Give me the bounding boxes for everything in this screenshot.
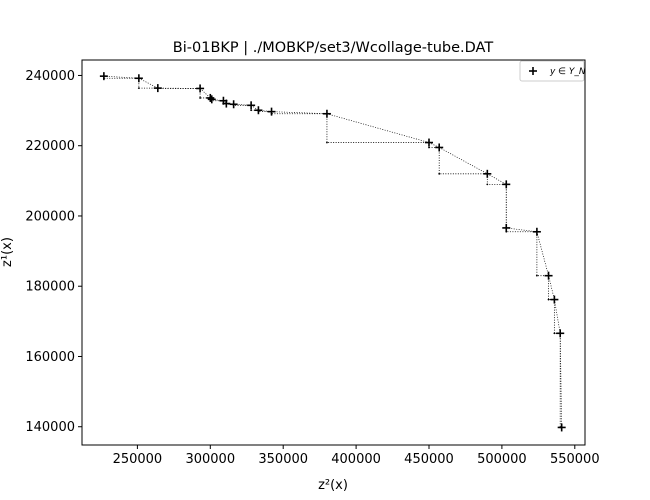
data-point <box>435 143 444 152</box>
corner-point <box>535 274 538 277</box>
x-axis-label: z²(x) <box>318 478 348 493</box>
y-axis: 140000 160000 180000 200000 220000 240000 <box>25 69 82 435</box>
front-segment <box>428 142 440 148</box>
x-tick-label: 350000 <box>258 452 308 467</box>
y-tick-label: 220000 <box>25 139 75 154</box>
y-tick-label: 160000 <box>25 350 75 365</box>
corner-point <box>428 146 430 149</box>
corner-point <box>486 183 489 186</box>
front-segment <box>271 111 327 115</box>
data-point <box>424 138 433 147</box>
axes-frame <box>81 59 586 446</box>
data-point <box>247 101 256 110</box>
data-point <box>134 74 143 83</box>
front-segment <box>439 147 488 175</box>
data-point <box>267 107 276 116</box>
data-point <box>207 95 216 104</box>
data-point <box>222 99 231 108</box>
legend-frame <box>519 60 585 82</box>
y-tick-label: 180000 <box>25 280 75 295</box>
legend-marker-plus <box>529 67 537 75</box>
front-segment <box>536 231 549 276</box>
corner-point <box>547 298 550 301</box>
y-axis-label: z¹(x) <box>0 237 15 267</box>
data-point <box>532 227 541 236</box>
data-point <box>502 180 511 189</box>
front-segment <box>211 98 224 102</box>
data-point <box>556 329 565 338</box>
data-point <box>483 169 492 178</box>
data-point <box>557 423 566 432</box>
front-segment <box>548 275 555 300</box>
corner-point <box>553 332 556 335</box>
legend: y ∈ Y_N <box>519 60 586 82</box>
front-segment <box>326 113 430 143</box>
x-tick-label: 250000 <box>113 452 163 467</box>
front-segment <box>554 299 561 334</box>
x-axis: 250000 300000 350000 400000 450000 500000 5500… <box>113 445 600 467</box>
legend-label: y ∈ Y_N <box>549 67 586 77</box>
chart-title: Bi-01BKP | ./MOBKP/set3/Wcollage-tube.DA… <box>173 40 494 56</box>
front-segment <box>103 75 139 79</box>
corner-point <box>199 97 201 99</box>
x-tick-label: 500000 <box>477 452 527 467</box>
front-segment <box>506 227 537 233</box>
corner-point <box>250 109 253 112</box>
front-segment <box>487 173 507 185</box>
data-point <box>544 271 553 280</box>
x-tick-label: 400000 <box>331 452 381 467</box>
x-tick-label: 300000 <box>185 452 235 467</box>
x-tick-label: 450000 <box>404 452 454 467</box>
corner-point <box>326 141 328 144</box>
y-tick-label: 140000 <box>25 420 75 435</box>
corner-point <box>137 87 140 90</box>
data-point <box>254 106 263 115</box>
data-point <box>99 72 108 81</box>
staircase-segment <box>438 147 488 175</box>
data-point <box>229 100 238 109</box>
front-segment <box>138 77 158 89</box>
y-tick-label: 240000 <box>25 69 75 84</box>
data-point <box>322 109 331 118</box>
plot-area <box>99 72 566 432</box>
corner-point <box>438 172 441 175</box>
data-point <box>196 84 205 93</box>
x-tick-label: 550000 <box>550 452 600 467</box>
data-point <box>550 295 559 304</box>
front-segment <box>559 333 563 428</box>
y-tick-label: 200000 <box>25 209 75 224</box>
data-point <box>206 93 215 102</box>
data-point <box>502 223 511 232</box>
data-point <box>153 84 162 93</box>
